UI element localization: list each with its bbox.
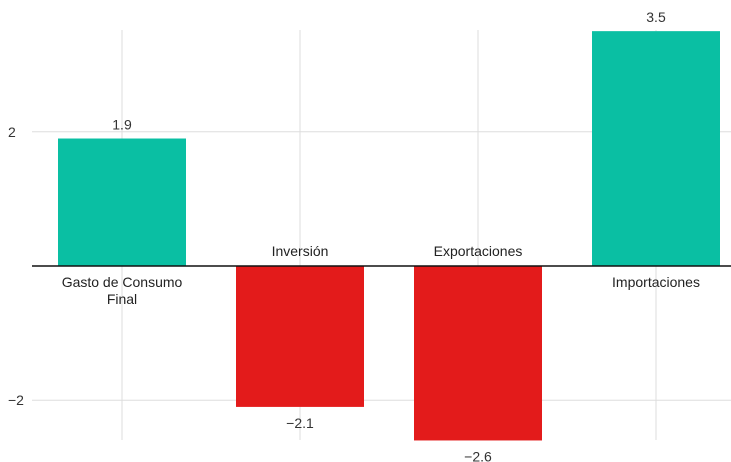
bar	[236, 266, 364, 407]
x-category-label: Importaciones	[612, 274, 700, 290]
x-category-label: Inversión	[272, 243, 329, 259]
x-category-label: Gasto de Consumo	[62, 274, 183, 290]
y-tick-label: 2	[8, 124, 16, 140]
data-label: 1.9	[112, 117, 132, 133]
x-category-label: Final	[107, 291, 137, 307]
y-tick-label: −2	[8, 392, 24, 408]
data-label: 3.5	[646, 9, 666, 25]
data-label: −2.6	[464, 448, 492, 462]
bar	[592, 31, 720, 267]
data-label: −2.1	[286, 415, 314, 431]
bar	[58, 138, 186, 266]
x-category-label: Exportaciones	[434, 243, 523, 259]
bar	[414, 266, 542, 441]
bars	[58, 31, 720, 441]
